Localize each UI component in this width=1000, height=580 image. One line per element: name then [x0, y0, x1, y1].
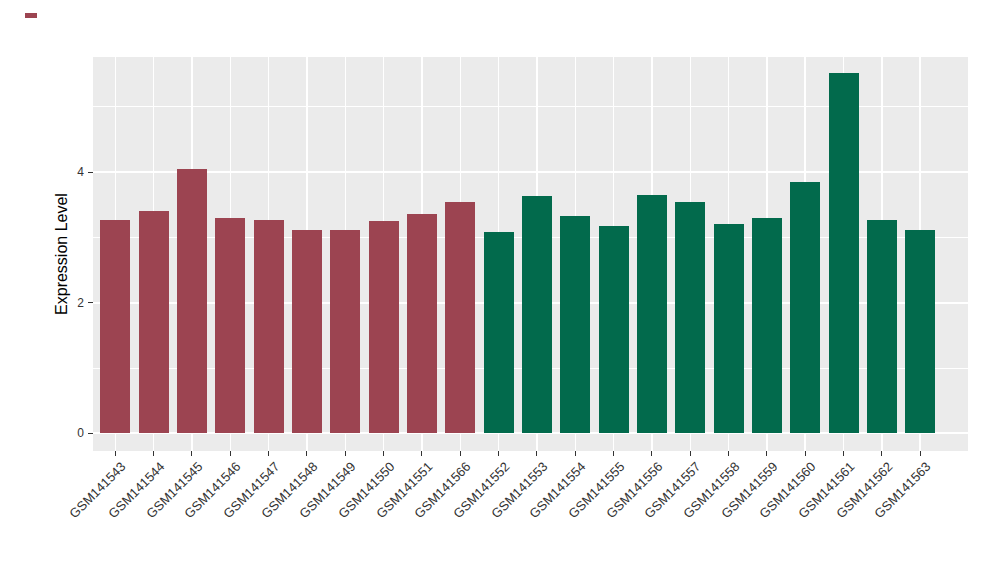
x-tick-mark: [230, 451, 231, 456]
bar-GSM141549: [330, 230, 360, 433]
plot-panel: [93, 57, 968, 451]
bar-GSM141553: [522, 196, 552, 434]
bar-GSM141554: [560, 216, 590, 433]
y-tick-mark: [88, 433, 93, 434]
x-tick-mark: [460, 451, 461, 456]
bar-GSM141555: [599, 226, 629, 433]
x-tick-mark: [651, 451, 652, 456]
x-tick-mark: [690, 451, 691, 456]
bar-chart-figure: Expression Level 024GSM141543GSM141544GS…: [0, 0, 1000, 580]
x-tick-mark: [153, 451, 154, 456]
bar-GSM141543: [100, 220, 130, 434]
x-tick-mark: [920, 451, 921, 456]
x-tick-mark: [268, 451, 269, 456]
stray-red-mark: [25, 13, 37, 18]
bar-GSM141545: [177, 169, 207, 433]
x-tick-mark: [766, 451, 767, 456]
x-tick-mark: [383, 451, 384, 456]
x-tick-mark: [345, 451, 346, 456]
bar-GSM141556: [637, 195, 667, 433]
x-tick-mark: [613, 451, 614, 456]
x-tick-mark: [115, 451, 116, 456]
y-tick-label: 0: [54, 426, 84, 440]
x-tick-mark: [498, 451, 499, 456]
x-tick-mark: [843, 451, 844, 456]
x-tick-mark: [536, 451, 537, 456]
x-tick-mark: [306, 451, 307, 456]
bar-GSM141547: [254, 220, 284, 433]
bar-GSM141544: [139, 211, 169, 433]
x-tick-mark: [191, 451, 192, 456]
bar-GSM141561: [829, 73, 859, 433]
bar-GSM141552: [484, 232, 514, 433]
x-tick-mark: [421, 451, 422, 456]
x-tick-mark: [805, 451, 806, 456]
bar-GSM141559: [752, 218, 782, 433]
bar-GSM141560: [790, 182, 820, 433]
bar-GSM141546: [215, 218, 245, 433]
bar-GSM141562: [867, 220, 897, 434]
bar-GSM141550: [369, 221, 399, 433]
y-tick-mark: [88, 302, 93, 303]
bar-GSM141558: [714, 224, 744, 433]
x-tick-mark: [728, 451, 729, 456]
x-tick-mark: [575, 451, 576, 456]
y-tick-mark: [88, 172, 93, 173]
bar-GSM141557: [675, 202, 705, 433]
bar-GSM141566: [445, 202, 475, 433]
y-tick-label: 4: [54, 165, 84, 179]
bar-GSM141563: [905, 230, 935, 434]
bar-GSM141551: [407, 214, 437, 433]
x-tick-mark: [881, 451, 882, 456]
y-tick-label: 2: [54, 296, 84, 310]
bar-GSM141548: [292, 230, 322, 434]
